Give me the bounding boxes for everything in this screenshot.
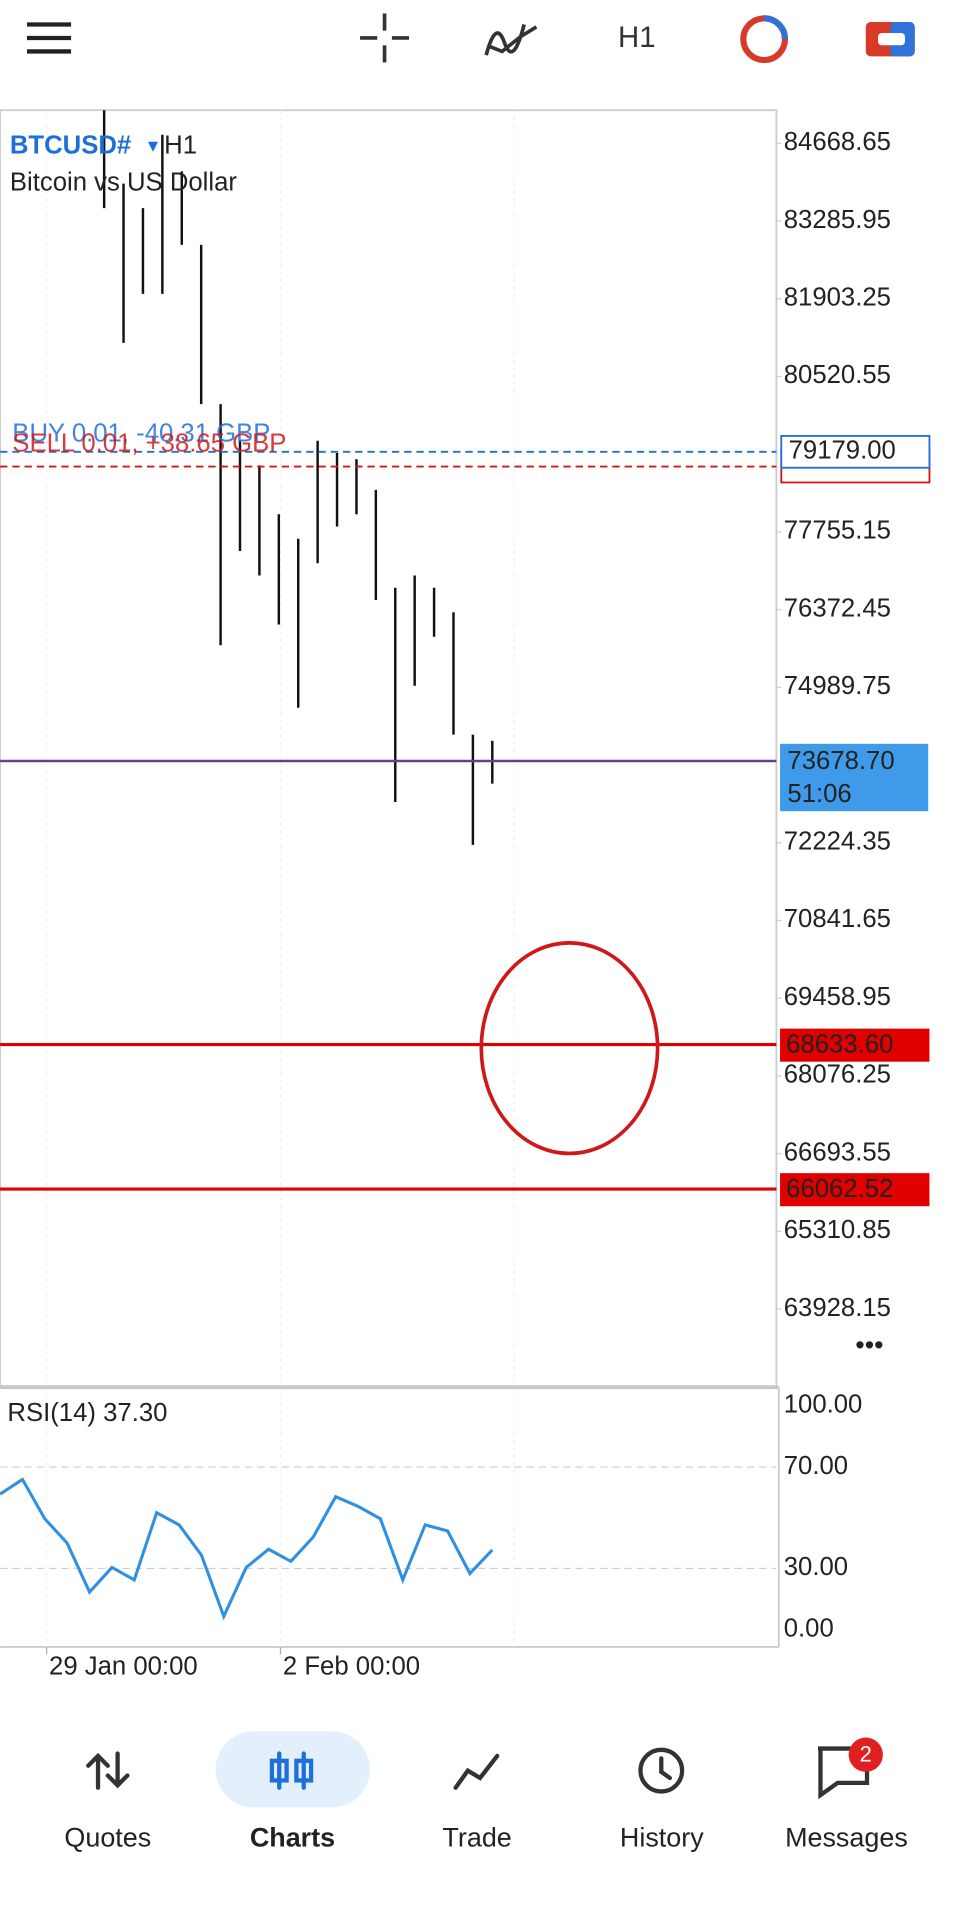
y-tick-label: 84668.65 xyxy=(784,128,891,156)
nav-item[interactable]: History xyxy=(620,1822,704,1852)
rsi-tick-label: 0.00 xyxy=(784,1615,834,1643)
nav-item[interactable]: Quotes xyxy=(64,1822,151,1852)
y-tick-label: 70841.65 xyxy=(784,905,891,933)
trade-button[interactable] xyxy=(865,22,915,57)
y-tick-label: 65310.85 xyxy=(784,1216,891,1244)
nav-item[interactable]: Charts xyxy=(250,1822,335,1852)
y-tick-label: 80520.55 xyxy=(784,361,891,389)
symbol-description: Bitcoin vs US Dollar xyxy=(10,168,238,196)
nav-item[interactable]: Trade xyxy=(442,1822,511,1852)
rsi-line xyxy=(0,1477,494,1621)
order-price-label: 79179.00 xyxy=(789,437,896,465)
y-tick-label: 81903.25 xyxy=(784,283,891,311)
level-tag xyxy=(780,1028,930,1062)
nav-active-bg xyxy=(215,1731,370,1808)
current-price-tag xyxy=(780,743,929,812)
menu-button[interactable] xyxy=(27,22,72,54)
order-label: SELL 0.01, +38.65 GBP xyxy=(12,429,286,457)
y-tick-label: 74989.75 xyxy=(784,672,891,700)
message-badge xyxy=(848,1737,883,1772)
symbol-dropdown[interactable]: ▼ xyxy=(145,135,162,155)
y-tick-label: 76372.45 xyxy=(784,594,891,622)
message-badge-count: 2 xyxy=(860,1742,872,1767)
order-label: BUY 0.01, -40.31 GBP xyxy=(12,419,270,447)
more-button[interactable]: ••• xyxy=(855,1330,883,1360)
time-label: 29 Jan 00:00 xyxy=(49,1653,198,1681)
indicators-button[interactable] xyxy=(484,24,538,56)
timeframe-button[interactable]: H1 xyxy=(618,21,656,54)
rsi-label: RSI(14) 37.30 xyxy=(7,1399,167,1427)
nav-item[interactable]: Messages xyxy=(785,1822,908,1852)
time-label: 2 Feb 00:00 xyxy=(283,1653,420,1681)
rsi-tick-label: 30.00 xyxy=(784,1553,848,1581)
y-tick-label: 77755.15 xyxy=(784,517,891,545)
y-tick-label: 69458.95 xyxy=(784,983,891,1011)
y-tick-label: 72224.35 xyxy=(784,828,891,856)
countdown: 51:06 xyxy=(787,780,851,808)
level-tag xyxy=(780,1173,930,1207)
chart-timeframe: H1 xyxy=(164,132,197,160)
y-tick-label: 68076.25 xyxy=(784,1061,891,1089)
y-tick-label: 66693.55 xyxy=(784,1138,891,1166)
current-price-label: 73678.70 xyxy=(787,747,894,775)
y-tick-label: 83285.95 xyxy=(784,206,891,234)
price-pane xyxy=(0,109,778,1388)
level-label: 66062.52 xyxy=(786,1175,893,1203)
rsi-tick-label: 100.00 xyxy=(784,1391,863,1419)
rsi-tick-label: 70.00 xyxy=(784,1452,848,1480)
crosshair-button[interactable] xyxy=(360,13,410,63)
chart-type-button[interactable] xyxy=(740,15,789,64)
order-price-tag xyxy=(780,434,931,469)
y-tick-label: 63928.15 xyxy=(784,1294,891,1322)
nav-icons xyxy=(86,1746,870,1800)
level-label: 68633.60 xyxy=(786,1031,893,1059)
symbol[interactable]: BTCUSD# xyxy=(10,132,131,160)
drawn-ellipse xyxy=(479,941,660,1156)
